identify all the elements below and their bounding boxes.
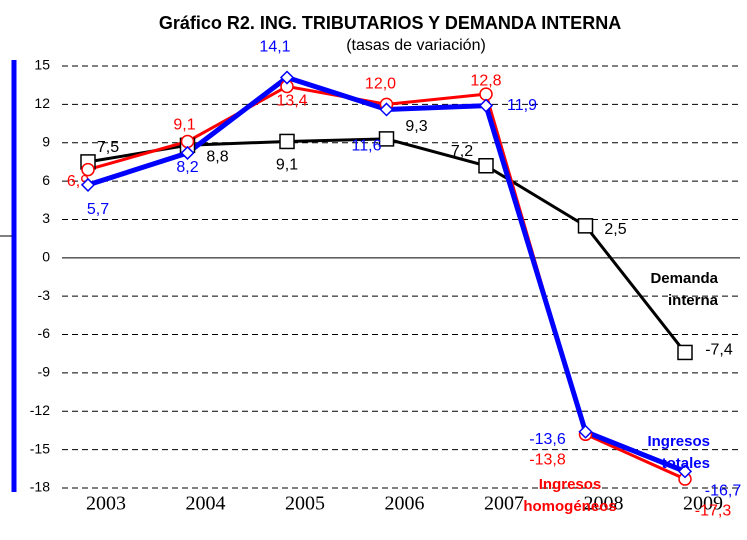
- marker: [81, 162, 95, 177]
- value-label: 8,8: [206, 149, 228, 166]
- y-tick-label: -12: [30, 402, 50, 418]
- y-tick-label: 6: [42, 172, 50, 188]
- x-tick-label: 2004: [186, 493, 226, 515]
- value-label: 8,2: [176, 159, 198, 176]
- label-totales: Ingresos totales: [647, 433, 710, 472]
- marker: [479, 87, 493, 101]
- x-tick-label: 2007: [484, 493, 524, 515]
- value-label: -7,4: [705, 342, 733, 359]
- y-tick-label: -3: [38, 287, 51, 303]
- marker: [577, 218, 594, 234]
- y-tick-label: -15: [30, 440, 50, 456]
- y-tick-label: -18: [30, 479, 50, 495]
- label-homogeneos: Ingresos homogéneos: [523, 476, 617, 515]
- label-demanda: Demanda interna: [650, 270, 718, 309]
- marker: [478, 98, 494, 113]
- value-label: -17,3: [695, 502, 732, 519]
- y-tick-label: 0: [42, 249, 50, 265]
- marker: [478, 157, 494, 174]
- marker: [279, 133, 295, 150]
- value-label: -16,7: [705, 483, 742, 500]
- marker: [578, 424, 593, 439]
- marker: [180, 134, 195, 149]
- chart-title: Gráfico R2. ING. TRIBUTARIOS Y DEMANDA I…: [159, 13, 621, 33]
- marker: [180, 145, 195, 161]
- value-label: 14,1: [259, 39, 290, 56]
- x-tick-label: 2006: [385, 493, 425, 515]
- value-label: 11,9: [507, 97, 537, 114]
- value-label: 5,7: [87, 201, 109, 218]
- value-label: 9,3: [405, 118, 427, 135]
- value-label: -13,8: [529, 452, 566, 469]
- value-label: 7,2: [451, 143, 473, 160]
- y-tick-label: -9: [38, 364, 51, 380]
- marker: [677, 464, 693, 479]
- marker: [80, 177, 96, 192]
- value-label: 7,5: [97, 139, 119, 156]
- value-label: 11,6: [352, 138, 382, 155]
- value-label: 9,1: [276, 157, 298, 174]
- value-label: 9,1: [173, 117, 195, 134]
- value-label: 13,4: [276, 93, 307, 110]
- marker: [378, 131, 395, 147]
- value-label: -13,6: [529, 431, 566, 448]
- y-tick-label: 12: [34, 95, 50, 111]
- y-tick-label: -6: [38, 325, 51, 341]
- y-tick-label: 3: [42, 210, 50, 226]
- x-tick-label: 2005: [285, 493, 325, 515]
- y-tick-label: 15: [34, 57, 50, 73]
- value-label: 12,8: [470, 72, 501, 89]
- y-tick-label: 9: [42, 133, 50, 149]
- marker: [677, 344, 693, 361]
- x-tick-label: 2009: [683, 493, 723, 515]
- value-label: 2,5: [604, 221, 626, 238]
- marker: [379, 102, 394, 117]
- x-tick-label: 2008: [584, 493, 624, 515]
- value-label: 12,0: [365, 76, 396, 93]
- marker: [279, 70, 295, 85]
- x-tick-label: 2003: [86, 493, 126, 515]
- chart-subtitle: (tasas de variación): [346, 37, 486, 54]
